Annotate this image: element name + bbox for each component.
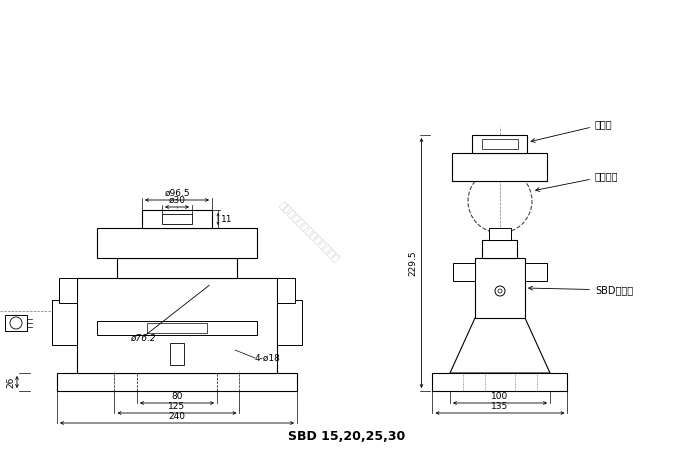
Bar [5,315,27,331]
Text: 26: 26 [6,376,15,388]
Text: 229.5: 229.5 [409,250,418,276]
Text: 广州依鑫自动化科技有限公司: 广州依鑫自动化科技有限公司 [278,199,342,263]
Bar [97,321,257,335]
Text: SBD传感器: SBD传感器 [529,285,633,295]
Text: 4-ø18: 4-ø18 [255,354,281,363]
Bar [473,135,527,153]
Text: 100: 100 [491,392,509,401]
Bar [475,258,525,318]
Text: SBD 15,20,25,30: SBD 15,20,25,30 [289,429,405,442]
Bar [482,139,518,149]
Bar [77,278,277,373]
Bar [142,210,212,228]
Bar [117,258,237,278]
Bar [277,278,295,303]
Bar [277,300,302,345]
Bar [432,373,568,391]
Bar [452,153,548,181]
Bar [453,263,475,281]
Text: ø76.2: ø76.2 [130,334,155,343]
Bar [525,263,547,281]
Text: 承压头: 承压头 [531,119,613,143]
Bar [147,323,207,333]
Text: 125: 125 [169,402,185,411]
Bar [57,373,297,391]
Bar [482,240,518,258]
Polygon shape [450,318,550,373]
Text: 加载锂球: 加载锂球 [536,171,618,191]
Bar [52,300,77,345]
Bar [489,228,511,240]
Text: 240: 240 [169,412,185,421]
Bar [97,228,257,258]
Text: 11: 11 [221,215,232,224]
Text: ø96.5: ø96.5 [164,189,190,198]
Text: 135: 135 [491,402,509,411]
Text: 80: 80 [171,392,183,401]
Bar [59,278,77,303]
Bar [170,343,184,365]
Bar [162,214,192,224]
Text: ø30: ø30 [169,196,185,205]
